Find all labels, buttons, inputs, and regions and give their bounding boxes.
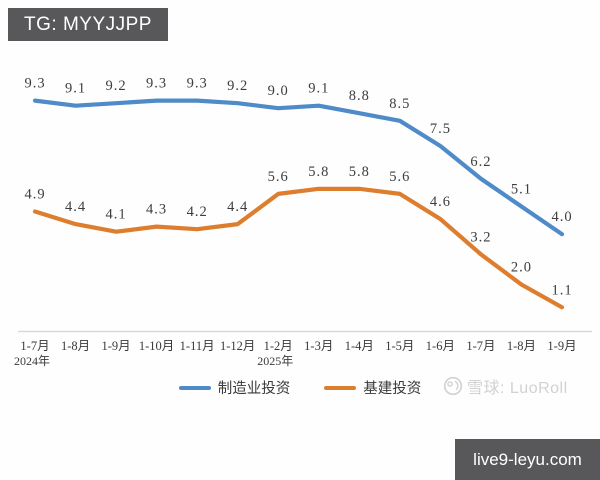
data-label: 6.2 xyxy=(470,154,491,170)
data-label: 2.0 xyxy=(511,260,532,276)
data-label: 3.2 xyxy=(470,229,491,245)
data-label: 4.6 xyxy=(430,194,451,210)
x-tick-label: 1-4月 xyxy=(345,339,374,353)
data-label: 9.2 xyxy=(106,78,127,94)
series-line-1 xyxy=(32,186,565,310)
data-label: 9.3 xyxy=(24,76,45,92)
x-tick-label: 1-7月 xyxy=(466,339,495,353)
data-label: 4.4 xyxy=(227,199,248,215)
x-tick-label: 1-3月 xyxy=(304,339,333,353)
x-tick-label: 1-11月 xyxy=(180,339,215,353)
x-tick-label: 1-10月 xyxy=(139,339,174,353)
site-badge: live9-leyu.com xyxy=(455,439,600,480)
legend-label: 制造业投资 xyxy=(217,381,291,397)
data-label: 9.3 xyxy=(187,76,208,92)
x-tick-label: 1-2月 xyxy=(264,339,293,353)
series-line-0 xyxy=(32,98,565,237)
legend-item-infrastructure: 基建投资 xyxy=(324,377,421,398)
year-label: 2025年 xyxy=(257,354,293,368)
data-label: 9.1 xyxy=(308,81,329,97)
x-tick-label: 1-8月 xyxy=(61,339,90,353)
data-label: 5.8 xyxy=(349,164,370,180)
chart-legend: 制造业投资 基建投资 xyxy=(0,377,600,398)
data-label: 8.5 xyxy=(389,96,410,112)
data-label: 5.1 xyxy=(511,181,532,197)
legend-item-manufacturing: 制造业投资 xyxy=(178,377,291,398)
x-tick-label: 1-8月 xyxy=(507,339,536,353)
watermark: 雪球: LuoRoll xyxy=(443,374,568,398)
tg-badge-text: TG: MYYJJPP xyxy=(24,13,152,35)
data-label: 7.5 xyxy=(430,121,451,137)
data-label: 1.1 xyxy=(551,282,572,298)
data-label: 4.9 xyxy=(24,187,45,203)
data-label: 4.4 xyxy=(65,199,86,215)
x-tick-label: 1-7月 xyxy=(20,339,49,353)
line-chart: 9.3 9.1 9.2 9.3 9.3 9.2 9.0 9.1 8.8 8.5 7.5 6.2 5.1 4… xyxy=(14,76,592,368)
data-label: 9.1 xyxy=(65,81,86,97)
data-label: 9.2 xyxy=(227,78,248,94)
data-label: 9.0 xyxy=(268,83,289,99)
year-label: 2024年 xyxy=(14,354,50,368)
data-label: 5.6 xyxy=(389,169,410,185)
x-tick-label: 1-5月 xyxy=(385,339,414,353)
x-tick-label: 1-12月 xyxy=(220,339,255,353)
data-label: 9.3 xyxy=(146,76,167,92)
legend-line-swatch-orange xyxy=(324,385,357,390)
tg-badge: TG: MYYJJPP xyxy=(8,8,168,41)
data-label: 4.0 xyxy=(551,209,572,225)
data-label: 4.3 xyxy=(146,202,167,218)
watermark-text: 雪球: LuoRoll xyxy=(467,380,568,397)
legend-label: 基建投资 xyxy=(363,381,422,397)
x-tick-label: 1-6月 xyxy=(426,339,455,353)
data-label: 4.1 xyxy=(106,207,127,223)
x-tick-label: 1-9月 xyxy=(547,339,576,353)
snowball-logo-icon xyxy=(443,376,463,396)
legend-line-swatch-blue xyxy=(178,385,211,390)
data-label: 4.2 xyxy=(187,204,208,220)
site-badge-text: live9-leyu.com xyxy=(473,449,582,469)
x-tick-label: 1-9月 xyxy=(101,339,130,353)
data-label: 5.6 xyxy=(268,169,289,185)
data-label: 8.8 xyxy=(349,88,370,104)
data-label: 5.8 xyxy=(308,164,329,180)
